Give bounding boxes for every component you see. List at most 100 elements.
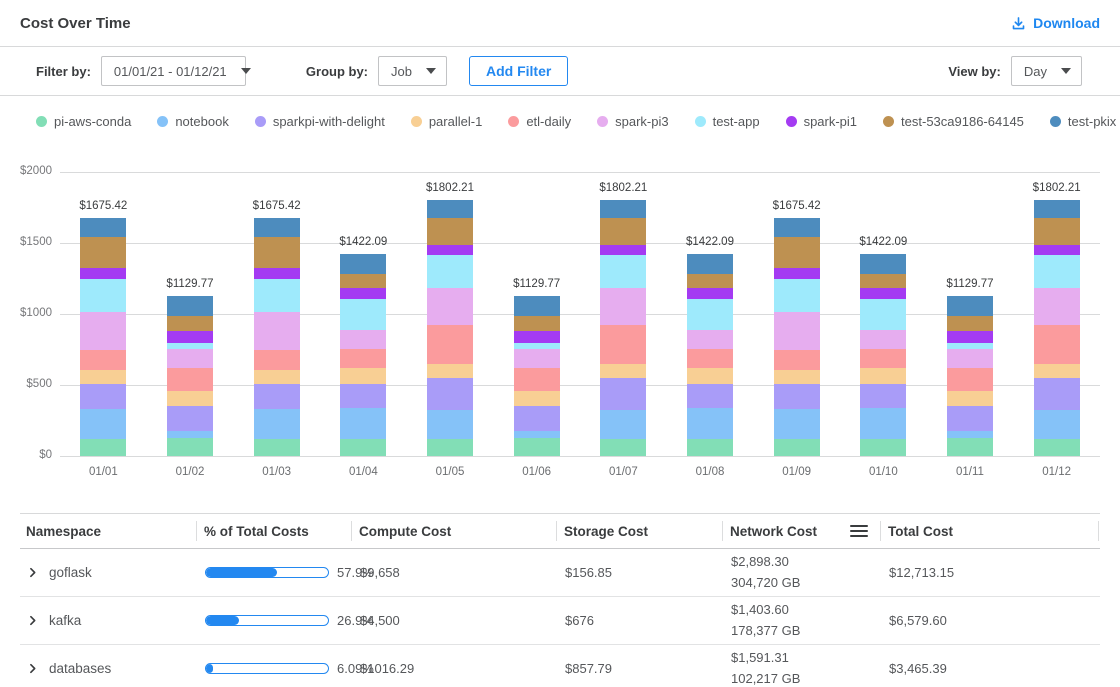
legend-item-spark-pi1[interactable]: spark-pi1 [785, 114, 857, 129]
bar-segment-pi-aws-conda[interactable] [1033, 439, 1080, 456]
bar-segment-test-53ca9186-64145[interactable] [167, 316, 213, 332]
bar-segment-test-pkix[interactable] [1033, 200, 1080, 218]
chart-bar-01-07[interactable] [600, 200, 647, 456]
bar-segment-pi-aws-conda[interactable] [427, 439, 473, 456]
bar-segment-sparkpi-with-delight[interactable] [340, 383, 387, 409]
bar-segment-parallel-1[interactable] [253, 369, 300, 384]
bar-segment-pi-aws-conda[interactable] [80, 439, 127, 456]
bar-segment-spark-pi1[interactable] [253, 267, 300, 280]
table-row-databases[interactable]: databases 6.09% $1016.29 $857.79 $1,591.… [20, 645, 1100, 687]
bar-segment-test-pkix[interactable] [687, 254, 733, 274]
bar-segment-test-app[interactable] [947, 342, 993, 349]
bar-segment-parallel-1[interactable] [1033, 364, 1080, 378]
bar-segment-parallel-1[interactable] [687, 368, 733, 384]
bar-segment-spark-pi1[interactable] [600, 245, 647, 256]
bar-segment-sparkpi-with-delight[interactable] [860, 383, 907, 409]
bar-segment-test-app[interactable] [1033, 255, 1080, 288]
expand-row-chevron-icon[interactable] [26, 662, 39, 675]
bar-segment-sparkpi-with-delight[interactable] [253, 383, 300, 410]
expand-row-chevron-icon[interactable] [26, 614, 39, 627]
bar-segment-pi-aws-conda[interactable] [947, 438, 993, 456]
bar-segment-spark-pi1[interactable] [427, 245, 473, 256]
expand-row-chevron-icon[interactable] [26, 566, 39, 579]
bar-segment-test-pkix[interactable] [773, 218, 820, 238]
bar-segment-sparkpi-with-delight[interactable] [773, 383, 820, 410]
bar-segment-parallel-1[interactable] [513, 391, 560, 407]
date-range-select[interactable]: 01/01/21 - 01/12/21 [100, 56, 251, 86]
bar-segment-test-pkix[interactable] [860, 254, 907, 274]
bar-segment-etl-daily[interactable] [947, 368, 993, 392]
legend-item-sparkpi-with-delight[interactable]: sparkpi-with-delight [254, 114, 385, 129]
bar-segment-spark-pi1[interactable] [860, 288, 907, 299]
chart-bar-01-06[interactable] [513, 295, 560, 456]
bar-segment-parallel-1[interactable] [860, 368, 907, 384]
bar-segment-spark-pi3[interactable] [253, 311, 300, 351]
bar-segment-pi-aws-conda[interactable] [340, 438, 387, 456]
bar-segment-spark-pi1[interactable] [947, 331, 993, 343]
bar-segment-etl-daily[interactable] [513, 368, 560, 392]
bar-segment-notebook[interactable] [427, 410, 473, 440]
bar-segment-test-pkix[interactable] [947, 295, 993, 317]
bar-segment-spark-pi1[interactable] [1033, 245, 1080, 256]
bar-segment-test-app[interactable] [600, 255, 647, 288]
legend-item-notebook[interactable]: notebook [157, 114, 229, 129]
bar-segment-test-53ca9186-64145[interactable] [860, 273, 907, 289]
bar-segment-etl-daily[interactable] [340, 349, 387, 369]
chart-bar-01-01[interactable] [80, 218, 127, 456]
bar-segment-pi-aws-conda[interactable] [687, 438, 733, 456]
bar-segment-spark-pi3[interactable] [1033, 287, 1080, 326]
bar-segment-test-pkix[interactable] [600, 200, 647, 218]
bar-segment-test-53ca9186-64145[interactable] [427, 217, 473, 246]
bar-segment-test-app[interactable] [80, 279, 127, 312]
table-row-goflask[interactable]: goflask 57.9% $9,658 $156.85 $2,898.30 3… [20, 549, 1100, 597]
bar-segment-notebook[interactable] [513, 430, 560, 439]
legend-item-spark-pi3[interactable]: spark-pi3 [597, 114, 669, 129]
legend-item-etl-daily[interactable]: etl-daily [508, 114, 571, 129]
bar-segment-notebook[interactable] [1033, 410, 1080, 440]
chart-bar-01-09[interactable] [773, 218, 820, 456]
bar-segment-etl-daily[interactable] [1033, 325, 1080, 365]
bar-segment-etl-daily[interactable] [253, 350, 300, 370]
bar-segment-spark-pi3[interactable] [513, 348, 560, 369]
bar-segment-sparkpi-with-delight[interactable] [513, 406, 560, 431]
bar-segment-notebook[interactable] [167, 430, 213, 439]
bar-segment-notebook[interactable] [860, 408, 907, 439]
chart-bar-01-08[interactable] [687, 254, 733, 456]
bar-segment-spark-pi3[interactable] [860, 330, 907, 350]
bar-segment-parallel-1[interactable] [427, 364, 473, 378]
bar-segment-spark-pi3[interactable] [773, 311, 820, 351]
table-row-kafka[interactable]: kafka 26.9% $4,500 $676 $1,403.60 178,37… [20, 597, 1100, 645]
chart-bar-01-11[interactable] [947, 295, 993, 456]
bar-segment-spark-pi1[interactable] [167, 331, 213, 343]
bar-segment-pi-aws-conda[interactable] [253, 439, 300, 456]
bar-segment-etl-daily[interactable] [427, 325, 473, 365]
bar-segment-notebook[interactable] [253, 409, 300, 440]
bar-segment-spark-pi1[interactable] [687, 288, 733, 299]
add-filter-button[interactable]: Add Filter [468, 56, 569, 86]
bar-segment-test-app[interactable] [513, 342, 560, 349]
bar-segment-notebook[interactable] [340, 408, 387, 439]
bar-segment-pi-aws-conda[interactable] [600, 439, 647, 456]
bar-segment-test-53ca9186-64145[interactable] [947, 316, 993, 332]
bar-segment-spark-pi1[interactable] [340, 288, 387, 299]
bar-segment-spark-pi1[interactable] [513, 331, 560, 343]
column-menu-icon[interactable] [850, 525, 868, 537]
bar-segment-etl-daily[interactable] [167, 368, 213, 392]
bar-segment-etl-daily[interactable] [600, 325, 647, 365]
bar-segment-parallel-1[interactable] [167, 391, 213, 407]
bar-segment-notebook[interactable] [80, 409, 127, 440]
bar-segment-parallel-1[interactable] [947, 391, 993, 407]
bar-segment-test-app[interactable] [427, 255, 473, 288]
bar-segment-etl-daily[interactable] [80, 350, 127, 370]
bar-segment-test-app[interactable] [860, 298, 907, 331]
bar-segment-spark-pi1[interactable] [80, 267, 127, 280]
bar-segment-sparkpi-with-delight[interactable] [427, 377, 473, 411]
legend-item-parallel-1[interactable]: parallel-1 [410, 114, 482, 129]
bar-segment-test-app[interactable] [340, 298, 387, 331]
bar-segment-sparkpi-with-delight[interactable] [947, 406, 993, 431]
bar-segment-test-pkix[interactable] [513, 295, 560, 317]
legend-item-test-pkix[interactable]: test-pkix [1049, 114, 1116, 129]
bar-segment-notebook[interactable] [600, 410, 647, 440]
view-by-select[interactable]: Day [1010, 56, 1082, 86]
bar-segment-spark-pi3[interactable] [340, 330, 387, 350]
